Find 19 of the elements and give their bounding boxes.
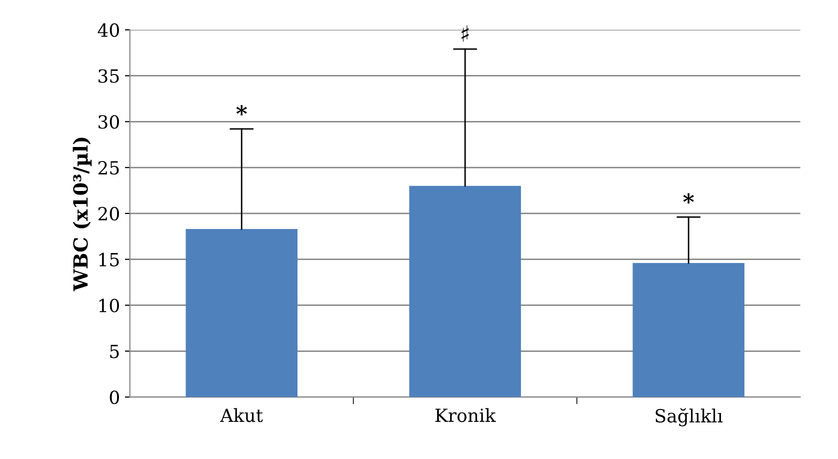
x-tick-label: Kronik [435,408,496,422]
y-tick-label: 15 [99,252,119,266]
y-axis-title: WBC (x10³/µl) [72,138,92,292]
y-tick-label: 20 [98,206,119,221]
y-tick-label: 25 [98,160,119,175]
annotation: * [236,105,247,116]
x-tick-label: Akut [220,408,263,422]
y-tick-label: 40 [98,23,119,37]
annotation: * [683,193,694,204]
y-tick-label: 5 [110,344,119,358]
y-tick-label: 30 [98,115,119,129]
y-tick-label: 10 [99,298,119,312]
bar [409,186,521,398]
y-tick-label: 0 [110,390,119,404]
annotation: ♯ [462,25,469,42]
bar [186,229,298,398]
y-tick-label: 35 [98,69,119,83]
x-tick-label: Sağlıklı [656,408,723,426]
bar [632,263,744,398]
